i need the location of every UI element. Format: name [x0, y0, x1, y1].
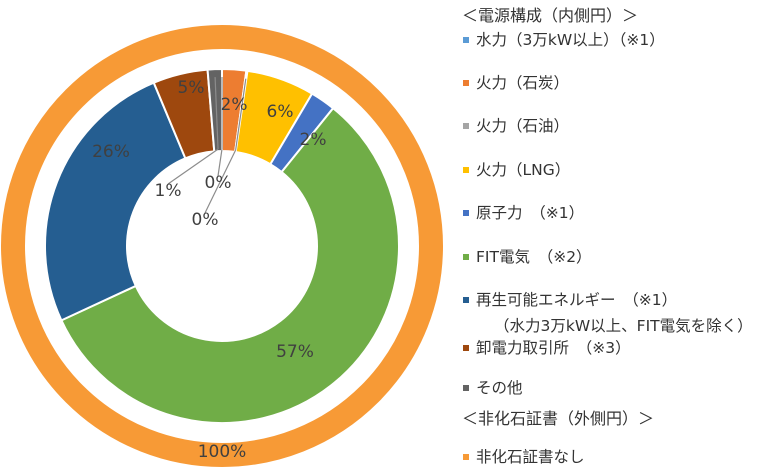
outer-data-label-0: 100%	[198, 442, 247, 462]
legend-item-8: その他	[463, 378, 523, 398]
inner-slice-5	[60, 106, 400, 424]
legend-label-5: FIT電気 （※2）	[476, 248, 592, 266]
leader-line-b-2	[204, 149, 237, 214]
legend-marker-outer-0	[463, 454, 469, 460]
leader-lines	[167, 77, 247, 214]
legend-label-2: 火力（石油）	[476, 117, 570, 135]
legend-label-outer-0: 非化石証書なし	[476, 448, 585, 466]
legend-marker-4	[463, 210, 469, 216]
data-label-0: 0%	[205, 173, 232, 193]
legend-item-1: 火力（石炭）	[463, 73, 570, 93]
legend-marker-8	[463, 385, 469, 391]
legend-item-5: FIT電気 （※2）	[463, 247, 592, 267]
data-label-4: 2%	[300, 130, 327, 150]
legend-heading-inner: ＜電源構成（内側円）＞	[462, 6, 639, 25]
data-label-8: 1%	[155, 181, 182, 201]
data-label-7: 5%	[178, 78, 205, 98]
legend-label-0: 水力（3万kW以上）（※1）	[476, 31, 665, 49]
legend-sublabel-6: （水力3万kW以上、FIT電気を除く）	[494, 317, 753, 335]
legend-item-2: 火力（石油）	[463, 116, 570, 136]
data-label-1: 2%	[221, 95, 248, 115]
legend-item-6: 再生可能エネルギー （※1）	[463, 290, 678, 310]
legend-marker-0	[463, 37, 469, 43]
legend-label-6: 再生可能エネルギー （※1）	[476, 291, 678, 309]
data-label-2: 0%	[192, 210, 219, 230]
leader-line-b-0	[217, 148, 223, 177]
legend-item-7: 卸電力取引所 （※3）	[463, 338, 631, 358]
legend-marker-5	[463, 254, 469, 260]
legend-marker-3	[463, 167, 469, 173]
legend-item-outer-0: 非化石証書なし	[463, 447, 585, 467]
legend-label-7: 卸電力取引所 （※3）	[476, 339, 631, 357]
outer-ring	[0, 23, 445, 469]
legend-heading-outer: ＜非化石証書（外側円）＞	[462, 409, 655, 428]
data-label-5: 57%	[276, 342, 314, 362]
legend-label-1: 火力（石炭）	[476, 74, 570, 92]
inner-ring	[44, 67, 400, 424]
leader-line-8	[214, 77, 219, 150]
legend-item-4: 原子力 （※1）	[463, 203, 585, 223]
data-label-6: 26%	[92, 142, 130, 162]
legend-label-3: 火力（LNG）	[476, 161, 571, 179]
legend-label-8: その他	[476, 379, 523, 397]
legend-item-0: 水力（3万kW以上）（※1）	[463, 30, 665, 50]
legend: ＜電源構成（内側円）＞ 水力（3万kW以上）（※1） 火力（石炭） 火力（石油） 火力…	[462, 0, 776, 471]
leader-line-2	[235, 78, 247, 151]
legend-marker-7	[463, 345, 469, 351]
data-label-3: 6%	[267, 102, 294, 122]
legend-marker-1	[463, 80, 469, 86]
outer-slice-0	[0, 23, 445, 469]
inner-slice-6	[44, 81, 187, 322]
legend-item-3: 火力（LNG）	[463, 160, 571, 180]
legend-marker-6	[463, 297, 469, 303]
legend-label-4: 原子力 （※1）	[476, 204, 585, 222]
legend-marker-2	[463, 123, 469, 129]
data-labels: 0% 2% 0% 6% 2% 57% 26% 5% 1% 100%	[92, 78, 326, 462]
leader-line-b-8	[167, 148, 219, 185]
